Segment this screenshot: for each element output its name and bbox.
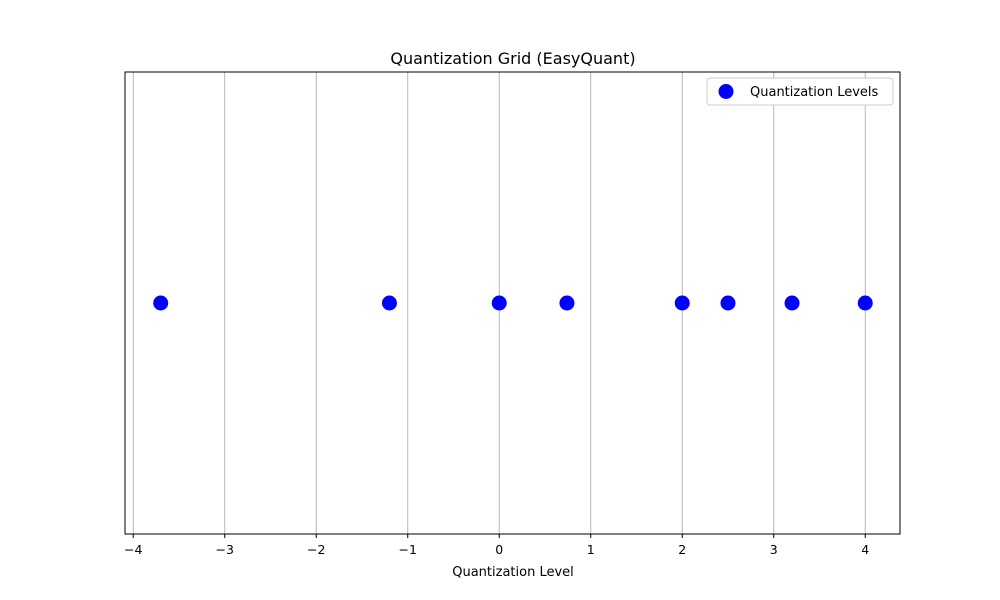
data-point-0-3 [559, 295, 575, 311]
x-tick-label-8: 4 [861, 542, 869, 557]
legend-box [706, 77, 894, 106]
x-tick-label-1: −3 [216, 542, 234, 557]
x-tick-label-5: 1 [587, 542, 595, 557]
x-tick-label-7: 3 [770, 542, 778, 557]
legend: Quantization Levels [706, 77, 894, 106]
data-point-0-0 [153, 295, 169, 311]
x-tick-label-6: 2 [678, 542, 686, 557]
plot-area-frame [124, 71, 901, 535]
x-tick-label-2: −2 [307, 542, 325, 557]
data-point-0-6 [784, 295, 800, 311]
chart-title: Quantization Grid (EasyQuant) [390, 49, 635, 68]
x-gridlines [132, 72, 866, 534]
x-tick-label-3: −1 [399, 542, 417, 557]
data-point-0-5 [720, 295, 736, 311]
data-point-0-2 [491, 295, 507, 311]
x-axis-ticks: −4 −3 −2 −1 0 1 2 3 4 [124, 534, 869, 557]
x-tick-label-0: −4 [124, 542, 142, 557]
x-axis-label: Quantization Level [452, 565, 574, 580]
x-tick-label-4: 0 [495, 542, 503, 557]
data-point-0-1 [381, 295, 397, 311]
legend-label-quantization-levels: Quantization Levels [750, 85, 879, 100]
legend-marker-quantization-levels [718, 84, 734, 99]
data-point-0-7 [857, 295, 873, 311]
data-points [153, 295, 873, 311]
data-point-0-4 [674, 295, 690, 311]
